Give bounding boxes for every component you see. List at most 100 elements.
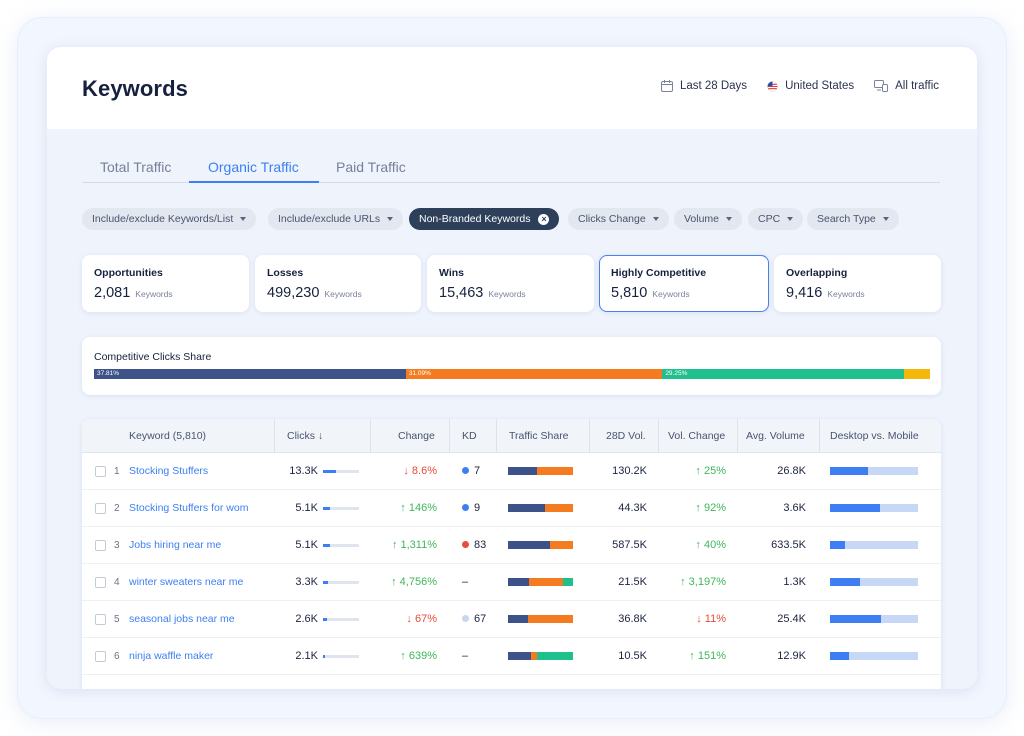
table-row[interactable]: 3 Jobs hiring near me 5.1K ↑ 1,311% 83 587.5K…: [82, 527, 941, 564]
traffic-share-bar: [508, 541, 573, 549]
metric-unit: Keywords: [827, 289, 865, 299]
desktop-mobile-bar: [830, 541, 918, 549]
urls-filter[interactable]: Include/exclude URLs: [268, 208, 404, 230]
search-type-filter[interactable]: Search Type: [807, 208, 899, 230]
active-tab-indicator: [189, 181, 319, 183]
metric-card-wins[interactable]: Wins 15,463 Keywords: [427, 255, 594, 312]
clicks-value: 2.6K: [295, 613, 318, 625]
table-row[interactable]: 1 Stocking Stuffers 13.3K ↓ 8.6% 7 130.2K ↑ 25…: [82, 453, 941, 490]
keyword-link[interactable]: winter sweaters near me: [129, 576, 244, 588]
clicks-bar-fill: [323, 618, 327, 621]
col-change[interactable]: Change: [398, 430, 435, 442]
row-checkbox[interactable]: [95, 466, 106, 477]
table-row[interactable]: 2 Stocking Stuffers for wom 5.1K ↑ 146% 9 44.…: [82, 490, 941, 527]
row-checkbox[interactable]: [95, 651, 106, 662]
avg-volume-value: 3.6K: [783, 502, 806, 514]
kd-text: 83: [474, 539, 487, 551]
metric-card-highly-competitive[interactable]: Highly Competitive 5,810 Keywords: [599, 255, 769, 312]
metric-value: 15,463: [439, 285, 484, 301]
clicks-change-filter[interactable]: Clicks Change: [568, 208, 669, 230]
header-controls: Last 28 Days United States All traffic: [660, 80, 939, 92]
keyword-link[interactable]: Stocking Stuffers for wom: [129, 502, 249, 514]
clicks-value: 13.3K: [289, 465, 318, 477]
kd-value: –: [462, 564, 468, 601]
non-branded-filter[interactable]: Non-Branded Keywords ×: [409, 208, 560, 230]
metric-label: Opportunities: [94, 267, 163, 279]
tab-paid-traffic[interactable]: Paid Traffic: [336, 159, 406, 175]
caret-down-icon: [387, 217, 394, 221]
col-traffic-share[interactable]: Traffic Share: [509, 430, 569, 442]
cpc-filter[interactable]: CPC: [748, 208, 804, 230]
col-keyword[interactable]: Keyword (5,810): [129, 430, 207, 442]
date-range-picker[interactable]: Last 28 Days: [660, 80, 748, 92]
clicks-bar-fill: [323, 507, 331, 510]
vol28-value: 44.3K: [618, 502, 647, 514]
tab-organic-traffic[interactable]: Organic Traffic: [208, 159, 299, 175]
row-checkbox[interactable]: [95, 503, 106, 514]
vol28-value: 36.8K: [618, 613, 647, 625]
country-picker[interactable]: United States: [767, 80, 854, 92]
kd-text: –: [462, 650, 469, 662]
chip-label: Clicks Change: [578, 213, 646, 225]
keyword-link[interactable]: seasonal jobs near me: [129, 613, 235, 625]
metric-card-overlapping[interactable]: Overlapping 9,416 Keywords: [774, 255, 941, 312]
traffic-picker[interactable]: All traffic: [874, 80, 939, 92]
col-desktop-vs-mobile[interactable]: Desktop vs. Mobile: [830, 430, 919, 442]
metric-label: Highly Competitive: [611, 267, 707, 279]
vol-change-value: ↑ 40%: [695, 539, 726, 551]
traffic-share-segment: [508, 652, 532, 660]
table-row[interactable]: 4 winter sweaters near me 3.3K ↑ 4,756% – 21.…: [82, 564, 941, 601]
kd-value: –: [462, 638, 468, 675]
keywords-list-filter[interactable]: Include/exclude Keywords/List: [82, 208, 257, 230]
metric-unit: Keywords: [488, 289, 526, 299]
col-kd[interactable]: KD: [462, 430, 477, 442]
vol-change-value: ↓ 11%: [696, 613, 726, 625]
traffic-label: All traffic: [895, 80, 939, 92]
kd-text: 9: [474, 502, 481, 514]
kd-value: 83: [462, 527, 486, 564]
traffic-share-segment: [508, 467, 538, 475]
avg-volume-value: 1.3K: [783, 576, 806, 588]
row-index: 6: [114, 651, 120, 662]
row-checkbox[interactable]: [95, 614, 106, 625]
metric-card-opportunities[interactable]: Opportunities 2,081 Keywords: [82, 255, 249, 312]
col-avg-volume[interactable]: Avg. Volume: [746, 430, 805, 442]
close-icon[interactable]: ×: [538, 213, 550, 225]
traffic-share-segment: [508, 615, 528, 623]
col-28d-volume[interactable]: 28D Vol.: [606, 430, 646, 442]
share-bar: 37.81% 31.09% 29.25%: [94, 369, 930, 379]
change-value: ↑ 4,756%: [391, 576, 437, 588]
date-range-label: Last 28 Days: [679, 80, 748, 92]
clicks-value: 5.1K: [295, 502, 318, 514]
clicks-bar: [323, 470, 359, 473]
vol28-value: 10.5K: [618, 650, 647, 662]
chip-label: Non-Branded Keywords: [419, 213, 531, 225]
keyword-link[interactable]: Stocking Stuffers: [129, 465, 209, 477]
kd-dot-icon: [462, 467, 469, 474]
avg-volume-value: 26.8K: [777, 465, 806, 477]
vol28-value: 130.2K: [612, 465, 647, 477]
kd-value: 67: [462, 601, 486, 638]
caret-down-icon: [882, 217, 889, 221]
caret-down-icon: [787, 217, 794, 221]
traffic-share-segment: [508, 541, 550, 549]
col-clicks[interactable]: Clicks ↓: [287, 430, 324, 442]
col-vol-change[interactable]: Vol. Change: [668, 430, 726, 442]
metric-card-losses[interactable]: Losses 499,230 Keywords: [255, 255, 421, 312]
traffic-share-segment: [508, 504, 546, 512]
row-checkbox[interactable]: [95, 577, 106, 588]
volume-filter[interactable]: Volume: [674, 208, 743, 230]
desktop-mobile-bar: [830, 467, 918, 475]
share-segment: 29.25%: [662, 369, 904, 379]
keyword-link[interactable]: Jobs hiring near me: [129, 539, 222, 551]
keyword-link[interactable]: ninja waffle maker: [129, 650, 214, 662]
tab-total-traffic[interactable]: Total Traffic: [100, 159, 172, 175]
avg-volume-value: 633.5K: [771, 539, 806, 551]
vol-change-value: ↑ 3,197%: [680, 576, 726, 588]
table-row[interactable]: 6 ninja waffle maker 2.1K ↑ 639% – 10.5K ↑ 151…: [82, 638, 941, 675]
table-header: Keyword (5,810) Clicks ↓ Change KD Traff…: [82, 419, 941, 453]
kd-dot-icon: [462, 504, 469, 511]
row-checkbox[interactable]: [95, 540, 106, 551]
vol28-value: 587.5K: [612, 539, 647, 551]
table-row[interactable]: 5 seasonal jobs near me 2.6K ↓ 67% 67 36.8K ↓ …: [82, 601, 941, 638]
